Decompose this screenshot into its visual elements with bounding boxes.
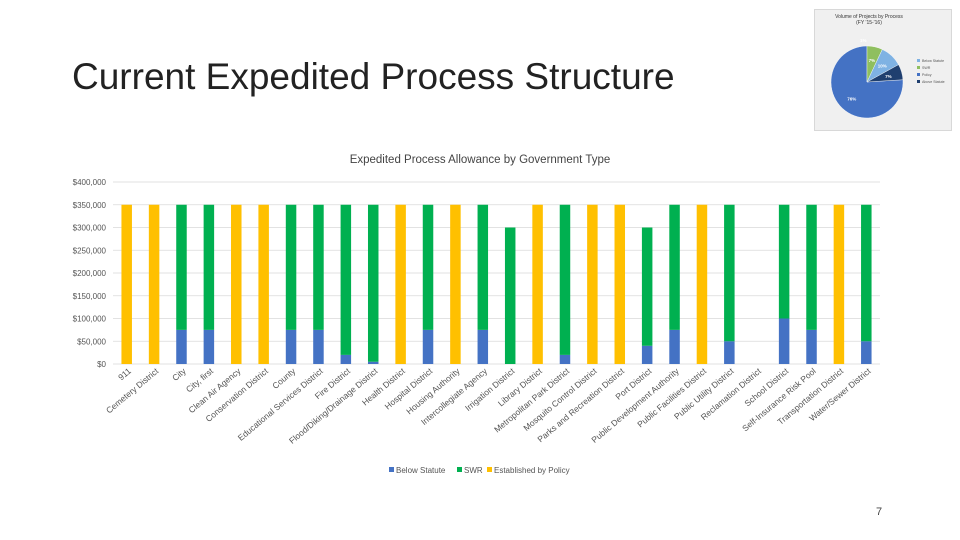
- bar-swr: [559, 204, 571, 355]
- legend-swatch: [457, 467, 462, 472]
- pie-slice: [866, 64, 904, 83]
- gridlines: [113, 181, 880, 365]
- bar-below-statute: [313, 329, 324, 364]
- bar-below-statute: [669, 329, 680, 364]
- bar-swr: [285, 204, 297, 330]
- bar-below-statute: [641, 345, 653, 364]
- legend-label: SWR: [464, 466, 483, 475]
- x-category-label: 911: [116, 366, 133, 383]
- page-number: 7: [876, 506, 883, 518]
- bars: [121, 204, 872, 364]
- bar-established-by-policy: [587, 204, 598, 364]
- bar-established-by-policy: [258, 204, 269, 364]
- pie-legend-swatch: [917, 66, 920, 69]
- bar-established-by-policy: [231, 204, 242, 364]
- pie-slice-label: 7%: [885, 74, 892, 79]
- pie-slice-label: 7%: [869, 58, 876, 63]
- chart-legend: Below Statute SWR Established by Policy: [389, 466, 570, 475]
- legend-label: Established by Policy: [494, 466, 570, 475]
- legend-label: Below Statute: [396, 466, 446, 475]
- bar-swr: [203, 204, 215, 330]
- bar-below-statute: [422, 329, 434, 364]
- pie-slices: 76%7%10%7%: [830, 45, 904, 119]
- y-axis-ticks: $0 $50,000 $100,000 $150,000 $200,000 $250,00…: [73, 178, 107, 369]
- bar-below-statute: [559, 354, 571, 364]
- bar-swr: [367, 204, 379, 362]
- pie-legend-swatch: [917, 73, 920, 76]
- y-tick-label: $200,000: [73, 269, 107, 278]
- y-tick-label: $300,000: [73, 224, 107, 233]
- bar-established-by-policy: [532, 204, 543, 364]
- y-tick-label: $100,000: [73, 315, 107, 324]
- bar-below-statute: [806, 329, 817, 364]
- pie-legend-swatch: [917, 59, 920, 62]
- bar-swr: [313, 204, 324, 330]
- bar-established-by-policy: [121, 204, 132, 364]
- bar-swr: [806, 204, 817, 330]
- bar-below-statute: [340, 354, 352, 364]
- pie-legend-label: SWR: [922, 66, 931, 70]
- bar-swr: [669, 204, 680, 330]
- pie-legend: Below Statute SWR Policy Above Statute: [917, 59, 945, 84]
- bar-established-by-policy: [395, 204, 406, 364]
- x-category-label: City: [170, 365, 188, 383]
- bar-established-by-policy: [450, 204, 461, 364]
- bar-swr: [861, 204, 872, 342]
- y-tick-label: $0: [97, 360, 106, 369]
- bar-established-by-policy: [148, 204, 160, 364]
- legend-swatch: [487, 467, 492, 472]
- bar-swr: [724, 204, 735, 342]
- pie-slice-label: 10%: [878, 64, 887, 69]
- y-tick-label: $50,000: [77, 337, 106, 346]
- bar-below-statute: [367, 361, 379, 364]
- bar-established-by-policy: [833, 204, 845, 364]
- bar-swr: [641, 227, 653, 346]
- pie-title: Volume of Projects by Process: [835, 14, 903, 20]
- slide-title: Current Expedited Process Structure: [72, 56, 675, 97]
- pie-legend-swatch: [917, 80, 920, 83]
- bar-swr: [176, 204, 187, 330]
- pie-legend-label: Below Statute: [922, 59, 944, 63]
- pie-top-label: 1%: [860, 38, 867, 43]
- bar-below-statute: [724, 341, 735, 364]
- pie-legend-label: Policy: [922, 73, 932, 77]
- bar-below-statute: [285, 329, 297, 364]
- pie-chart-thumbnail: Volume of Projects by Process (FY '15-'1…: [814, 9, 952, 131]
- bar-established-by-policy: [696, 204, 708, 364]
- legend-swatch: [389, 467, 394, 472]
- bar-swr: [422, 204, 434, 330]
- pie-slice-label: 76%: [847, 96, 856, 101]
- bar-below-statute: [176, 329, 187, 364]
- y-tick-label: $250,000: [73, 246, 107, 255]
- bar-below-statute: [203, 329, 215, 364]
- y-tick-label: $350,000: [73, 201, 107, 210]
- chart-title: Expedited Process Allowance by Governmen…: [350, 154, 611, 166]
- bar-swr: [778, 204, 790, 319]
- bar-below-statute: [861, 341, 872, 364]
- pie-legend-label: Above Statute: [922, 80, 945, 84]
- pie-subtitle: (FY '15-'16): [856, 20, 882, 26]
- bar-below-statute: [477, 329, 489, 364]
- bar-below-statute: [778, 318, 790, 364]
- y-tick-label: $150,000: [73, 292, 107, 301]
- bar-swr: [477, 204, 489, 330]
- y-tick-label: $400,000: [73, 178, 107, 187]
- bar-established-by-policy: [614, 204, 626, 364]
- bar-swr: [340, 204, 352, 355]
- bar-swr: [504, 227, 516, 364]
